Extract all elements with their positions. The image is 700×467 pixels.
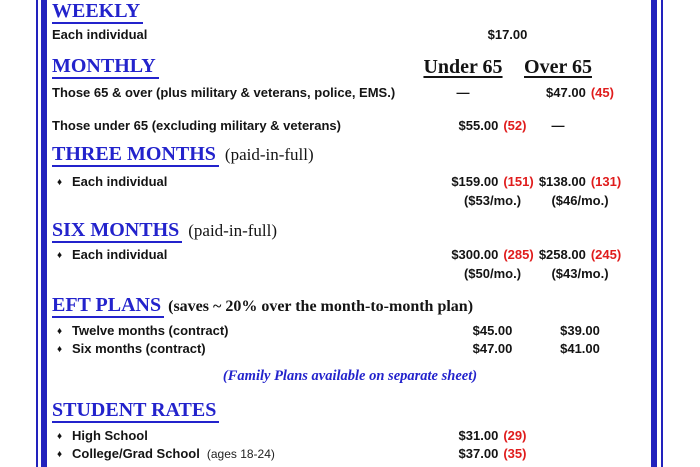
three-months-heading-row: THREE MONTHS (paid-in-full): [52, 144, 648, 167]
six-months-suffix: (paid-in-full): [188, 221, 277, 240]
student-college-price: $37.00 (35): [458, 446, 527, 461]
student-rates-heading-row: STUDENT RATES: [52, 400, 648, 423]
student-college-row: ♦ College/Grad School (ages 18-24) $37.00…: [52, 446, 648, 467]
monthly-under-65-row: Those under 65 (excluding military & vet…: [52, 118, 648, 140]
eft-six-months-over-price: $41.00: [560, 341, 600, 356]
three-months-label: Each individual: [72, 174, 168, 189]
six-months-label: Each individual: [72, 247, 168, 262]
three-months-under-discount: (151): [503, 174, 534, 189]
three-months-heading: THREE MONTHS: [52, 144, 219, 167]
student-college-label: College/Grad School: [72, 446, 200, 461]
student-high-school-discount: (29): [503, 428, 527, 443]
three-months-suffix: (paid-in-full): [224, 145, 314, 164]
six-months-price-row: ♦ Each individual $300.00 (285) $258.00 (2…: [52, 247, 648, 269]
six-months-over-discount: (245): [590, 247, 622, 262]
eft-twelve-months-under-price: $45.00: [472, 323, 513, 338]
eft-plans-suffix: (saves ~ 20% over the month-to-month pla…: [168, 298, 474, 315]
weekly-price: $17.00: [487, 27, 528, 42]
diamond-bullet-icon: ♦: [57, 344, 63, 355]
diamond-bullet-icon: ♦: [57, 449, 63, 460]
six-months-monthly-equivalent-row: ($50/mo.) ($43/mo.): [52, 266, 648, 288]
left-border-outer-line: [36, 0, 38, 467]
monthly-65-over-over-discount: (45): [590, 85, 614, 100]
monthly-65-over-row: Those 65 & over (plus military & veteran…: [52, 85, 648, 107]
diamond-bullet-icon: ♦: [57, 250, 63, 261]
eft-twelve-months-label: Twelve months (contract): [72, 323, 229, 338]
weekly-heading-row: WEEKLY: [52, 1, 648, 24]
monthly-under-65-under-price: $55.00 (52): [458, 118, 527, 133]
student-high-school-row: ♦ High School $31.00 (29): [52, 428, 648, 450]
monthly-65-over-under-price: —: [456, 85, 470, 100]
over-65-column-header: Over 65: [524, 56, 592, 78]
student-rates-heading: STUDENT RATES: [52, 400, 220, 423]
student-college-discount: (35): [503, 446, 527, 461]
three-months-over-price: $138.00 (131): [538, 174, 622, 189]
right-border-inner-line: [651, 0, 657, 467]
student-college-age-note: (ages 18-24): [206, 447, 275, 461]
three-months-over-per-month: ($46/mo.): [551, 193, 609, 208]
right-border-outer-line: [661, 0, 663, 467]
monthly-under-65-label: Those under 65 (excluding military & vet…: [52, 118, 341, 133]
student-high-school-label: High School: [72, 428, 148, 443]
monthly-heading: MONTHLY: [52, 56, 159, 79]
under-65-column-header: Under 65: [423, 56, 503, 78]
monthly-65-over-over-price: $47.00 (45): [546, 85, 614, 100]
left-border-inner-line: [41, 0, 47, 467]
six-months-over-price: $258.00 (245): [538, 247, 622, 262]
monthly-under-65-under-discount: (52): [503, 118, 527, 133]
student-high-school-price: $31.00 (29): [458, 428, 527, 443]
six-months-heading-row: SIX MONTHS (paid-in-full): [52, 220, 648, 243]
weekly-price-row: Each individual $17.00: [52, 27, 648, 49]
diamond-bullet-icon: ♦: [57, 177, 63, 188]
diamond-bullet-icon: ♦: [57, 326, 63, 337]
six-months-heading: SIX MONTHS: [52, 220, 183, 243]
three-months-under-price: $159.00 (151): [451, 174, 534, 189]
eft-twelve-months-row: ♦ Twelve months (contract) $45.00 $39.00: [52, 323, 648, 345]
six-months-under-discount: (285): [503, 247, 534, 262]
three-months-price-row: ♦ Each individual $159.00 (151) $138.00 (1…: [52, 174, 648, 196]
eft-twelve-months-over-price: $39.00: [560, 323, 600, 338]
eft-six-months-label: Six months (contract): [72, 341, 206, 356]
three-months-over-discount: (131): [590, 174, 622, 189]
monthly-65-over-label: Those 65 & over (plus military & veteran…: [52, 85, 396, 100]
three-months-monthly-equivalent-row: ($53/mo.) ($46/mo.): [52, 193, 648, 215]
weekly-label: Each individual: [52, 27, 148, 42]
weekly-heading: WEEKLY: [52, 1, 144, 24]
diamond-bullet-icon: ♦: [57, 431, 63, 442]
monthly-heading-row: MONTHLY Under 65 Over 65: [52, 56, 648, 79]
eft-plans-heading-row: EFT PLANS (saves ~ 20% over the month-to-…: [52, 295, 648, 318]
eft-plans-heading: EFT PLANS: [52, 295, 165, 318]
three-months-under-per-month: ($53/mo.): [463, 193, 522, 208]
six-months-under-per-month: ($50/mo.): [463, 266, 522, 281]
monthly-under-65-over-price: —: [551, 118, 565, 133]
family-plans-note: (Family Plans available on separate shee…: [222, 368, 478, 384]
six-months-over-per-month: ($43/mo.): [551, 266, 609, 281]
eft-six-months-row: ♦ Six months (contract) $47.00 $41.00: [52, 341, 648, 363]
eft-six-months-under-price: $47.00: [472, 341, 513, 356]
six-months-under-price: $300.00 (285): [451, 247, 534, 262]
